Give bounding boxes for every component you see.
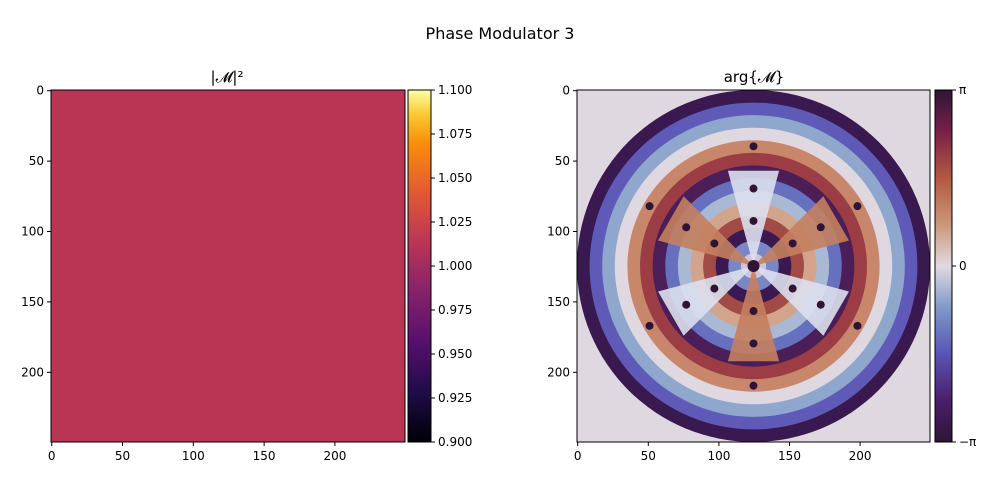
magnitude-colorbar-tick-label: 1.050 xyxy=(438,171,472,185)
phase-y-tick-label: 100 xyxy=(547,225,570,239)
magnitude-colorbar xyxy=(408,90,431,442)
phase-node xyxy=(645,202,654,211)
magnitude-x-tick-label: 200 xyxy=(323,449,346,463)
magnitude-x-tick-label: 150 xyxy=(253,449,276,463)
phase-node xyxy=(816,223,825,232)
phase-colorbar-tick-label: 0 xyxy=(959,259,967,273)
magnitude-axes-frame xyxy=(50,89,406,443)
phase-node xyxy=(682,223,691,232)
magnitude-y-tick-label: 100 xyxy=(21,225,44,239)
phase-sector xyxy=(658,196,754,266)
phase-y-tick-label: 200 xyxy=(547,365,570,379)
phase-node xyxy=(788,239,797,248)
figure-title: Phase Modulator 3 xyxy=(426,24,575,43)
phase-x-tick-label: 50 xyxy=(641,449,656,463)
magnitude-x-axis: 0 50 100 150 200 xyxy=(48,442,346,463)
magnitude-x-tick-label: 50 xyxy=(115,449,130,463)
phase-node xyxy=(788,284,797,293)
phase-x-axis: 0 50 100 150 200 xyxy=(574,442,872,463)
phase-node xyxy=(710,284,719,293)
phase-node xyxy=(749,184,758,193)
magnitude-y-tick-label: 150 xyxy=(21,295,44,309)
magnitude-colorbar-tick-label: 0.975 xyxy=(438,303,472,317)
magnitude-colorbar-tick-label: 0.925 xyxy=(438,391,472,405)
magnitude-y-tick-label: 200 xyxy=(21,365,44,379)
phase-x-tick-label: 200 xyxy=(849,449,872,463)
phase-node xyxy=(816,300,825,309)
phase-node xyxy=(749,381,758,390)
phase-node xyxy=(749,142,758,151)
phase-colorbar xyxy=(935,90,952,442)
phase-node xyxy=(749,307,758,316)
phase-center-node xyxy=(747,260,760,272)
phase-sector xyxy=(658,266,754,336)
magnitude-colorbar-tick-label: 1.000 xyxy=(438,259,472,273)
phase-node xyxy=(682,300,691,309)
phase-x-tick-label: 0 xyxy=(574,449,582,463)
magnitude-y-axis: 0 50 100 150 200 xyxy=(21,84,51,379)
magnitude-panel-title: |𝓜|² xyxy=(211,68,244,86)
magnitude-colorbar-tick-label: 1.100 xyxy=(438,83,472,97)
magnitude-heatmap-image xyxy=(51,90,405,442)
phase-panel-title: arg{𝓜} xyxy=(724,68,785,86)
phase-y-axis: 0 50 100 150 200 xyxy=(547,84,577,379)
phase-node xyxy=(749,216,758,225)
phase-node xyxy=(749,339,758,348)
phase-sector xyxy=(753,266,849,336)
phase-y-tick-label: 0 xyxy=(562,84,570,98)
magnitude-x-tick-label: 0 xyxy=(48,449,56,463)
magnitude-y-tick-label: 50 xyxy=(29,154,44,168)
magnitude-colorbar-axis: 0.900 0.925 0.950 0.975 1.000 1.025 1.050 1.075… xyxy=(431,83,472,449)
magnitude-y-tick-label: 0 xyxy=(36,84,44,98)
magnitude-colorbar-tick-label: 1.075 xyxy=(438,127,472,141)
phase-x-tick-label: 150 xyxy=(778,449,801,463)
phase-axes-frame xyxy=(576,89,931,443)
magnitude-colorbar-tick-label: 1.025 xyxy=(438,215,472,229)
phase-colorbar-tick-label: −π xyxy=(959,435,976,449)
phase-y-tick-label: 150 xyxy=(547,295,570,309)
phase-heatmap-image xyxy=(577,90,930,442)
phase-node xyxy=(710,239,719,248)
phase-y-tick-label: 50 xyxy=(555,154,570,168)
phase-colorbar-axis: −π 0 π xyxy=(952,83,976,449)
phase-node xyxy=(645,321,654,330)
phase-colorbar-tick-label: π xyxy=(959,83,966,97)
magnitude-panel: |𝓜|² 0 50 100 150 200 0 50 100 150 200 0.900 0.92… xyxy=(21,68,472,463)
magnitude-colorbar-tick-label: 0.950 xyxy=(438,347,472,361)
phase-x-tick-label: 100 xyxy=(707,449,730,463)
phase-panel: arg{𝓜} 0 50 100 150 200 0 50 100 150 200 −π 0 π xyxy=(547,68,976,463)
magnitude-colorbar-tick-label: 0.900 xyxy=(438,435,472,449)
phase-sector xyxy=(753,196,849,266)
phase-node xyxy=(853,202,862,211)
phase-node xyxy=(853,321,862,330)
magnitude-x-tick-label: 100 xyxy=(182,449,205,463)
